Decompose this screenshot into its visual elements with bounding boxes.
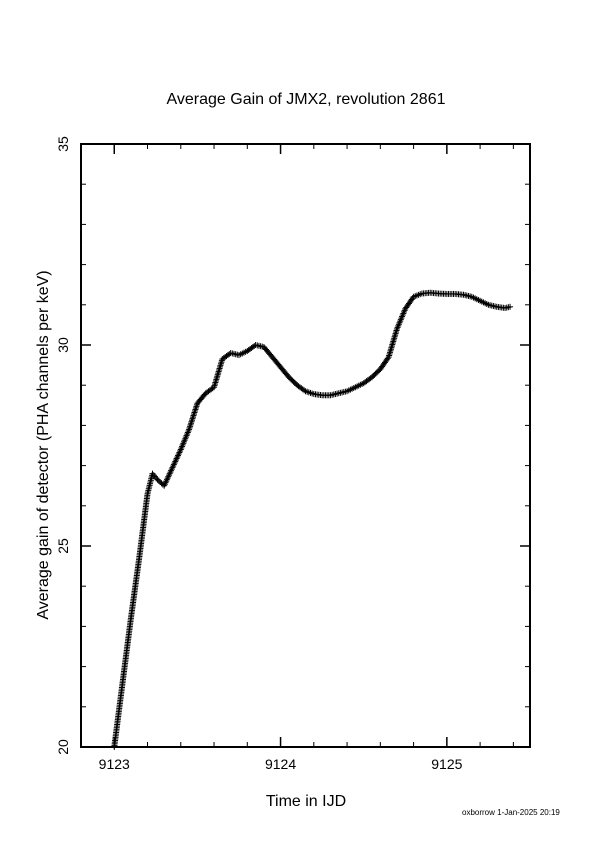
footer-stamp: oxborrow 1-Jan-2025 20:19 <box>462 808 560 817</box>
data-point <box>301 387 308 394</box>
y-tick-label: 25 <box>55 538 71 554</box>
y-tick-label: 30 <box>55 337 71 353</box>
x-tick-label: 9124 <box>265 756 296 772</box>
plot-frame <box>80 143 531 748</box>
data-points <box>111 289 514 750</box>
tick-labels: 9123 9124 9125 20 25 30 35 <box>55 136 463 772</box>
y-tick-label: 20 <box>55 739 71 755</box>
y-axis-title: Average gain of detector (PHA channels p… <box>35 270 52 619</box>
x-axis-title: Time in IJD <box>266 793 346 810</box>
axis-ticks <box>81 143 530 748</box>
x-tick-label: 9125 <box>431 756 462 772</box>
x-tick-label: 9123 <box>99 756 130 772</box>
data-point <box>507 303 514 310</box>
data-point <box>384 355 391 362</box>
y-tick-label: 35 <box>55 136 71 152</box>
chart-title: Average Gain of JMX2, revolution 2861 <box>167 91 446 108</box>
